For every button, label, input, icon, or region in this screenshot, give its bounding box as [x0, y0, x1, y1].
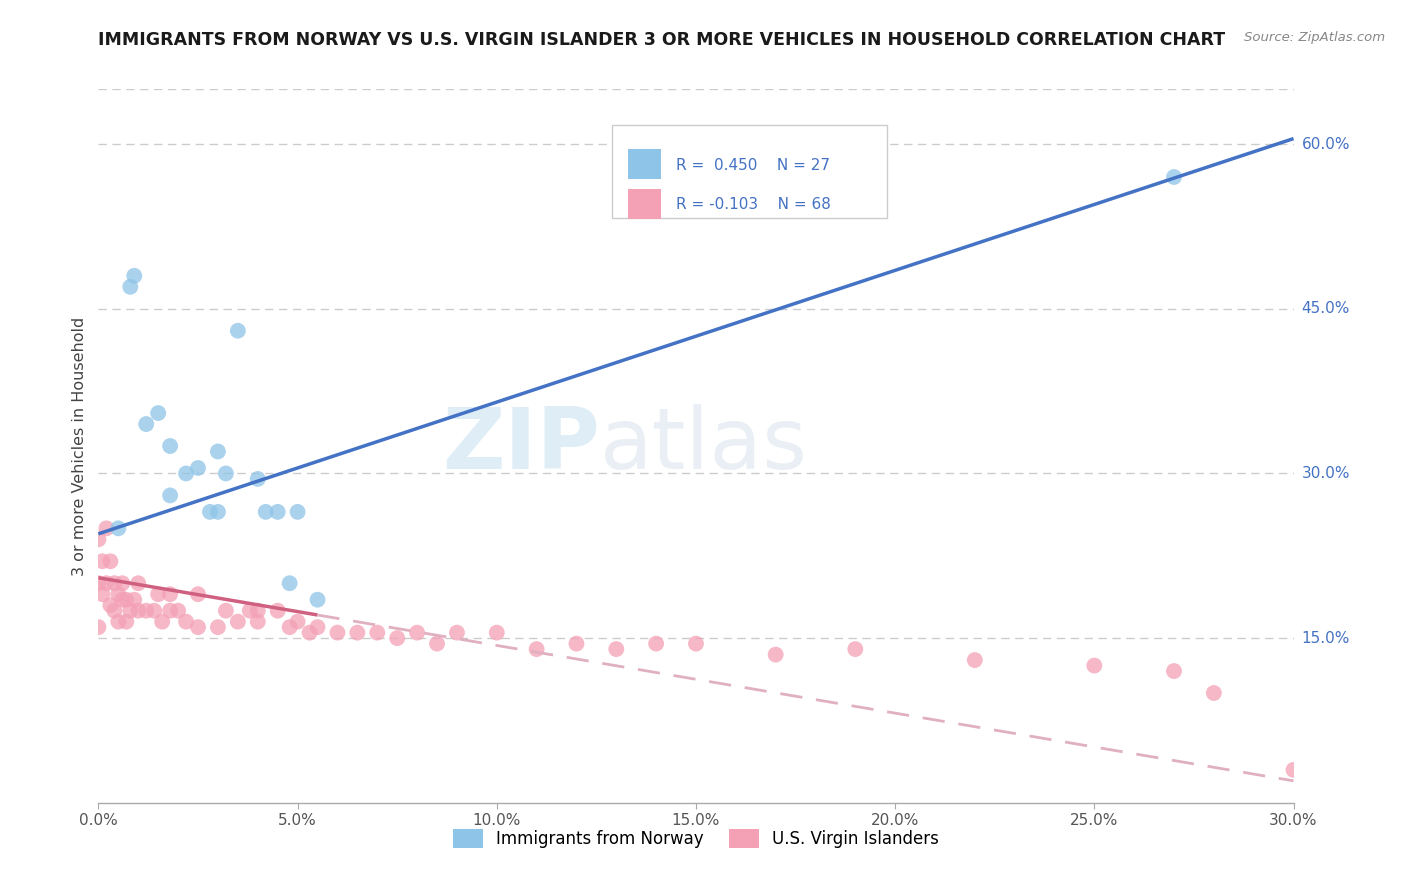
- Point: [159, 587, 181, 601]
- Point: [120, 280, 142, 294]
- Point: [963, 653, 986, 667]
- Point: [98, 554, 122, 568]
- FancyBboxPatch shape: [613, 125, 887, 218]
- Text: ZIP: ZIP: [443, 404, 600, 488]
- Point: [406, 625, 429, 640]
- Point: [124, 268, 146, 283]
- Point: [246, 472, 269, 486]
- Point: [645, 637, 668, 651]
- Bar: [628, 189, 661, 219]
- Point: [366, 625, 388, 640]
- Point: [91, 587, 114, 601]
- Point: [1163, 664, 1185, 678]
- Point: [107, 587, 129, 601]
- Point: [307, 592, 329, 607]
- Point: [278, 576, 301, 591]
- Point: [87, 533, 110, 547]
- Point: [107, 615, 129, 629]
- Point: [159, 604, 181, 618]
- Point: [239, 604, 262, 618]
- Point: [148, 406, 170, 420]
- Point: [115, 592, 138, 607]
- Point: [246, 615, 269, 629]
- Point: [215, 467, 238, 481]
- Bar: [628, 150, 661, 179]
- Point: [135, 604, 157, 618]
- Point: [124, 592, 146, 607]
- Point: [187, 587, 209, 601]
- Point: [159, 439, 181, 453]
- Point: [103, 576, 125, 591]
- Point: [246, 604, 269, 618]
- Point: [111, 592, 134, 607]
- Point: [1163, 169, 1185, 184]
- Point: [87, 576, 110, 591]
- Point: [226, 324, 249, 338]
- Text: atlas: atlas: [600, 404, 808, 488]
- Point: [127, 604, 149, 618]
- Point: [167, 604, 190, 618]
- Point: [120, 604, 142, 618]
- Point: [278, 620, 301, 634]
- Point: [287, 615, 309, 629]
- Point: [91, 554, 114, 568]
- Point: [605, 642, 627, 657]
- Point: [287, 505, 309, 519]
- Point: [174, 467, 197, 481]
- Text: 60.0%: 60.0%: [1302, 136, 1350, 152]
- Point: [215, 604, 238, 618]
- Point: [198, 505, 221, 519]
- Text: 15.0%: 15.0%: [1302, 631, 1350, 646]
- Point: [446, 625, 468, 640]
- Point: [207, 505, 229, 519]
- Point: [1282, 763, 1305, 777]
- Point: [685, 637, 707, 651]
- Point: [1202, 686, 1225, 700]
- Text: 45.0%: 45.0%: [1302, 301, 1350, 317]
- Point: [135, 417, 157, 431]
- Point: [207, 444, 229, 458]
- Point: [426, 637, 449, 651]
- Point: [844, 642, 866, 657]
- Point: [111, 576, 134, 591]
- Point: [226, 615, 249, 629]
- Point: [307, 620, 329, 634]
- Point: [103, 604, 125, 618]
- Point: [298, 625, 321, 640]
- Point: [187, 461, 209, 475]
- Point: [96, 576, 118, 591]
- Point: [107, 521, 129, 535]
- Text: R =  0.450    N = 27: R = 0.450 N = 27: [676, 159, 830, 173]
- Point: [174, 615, 197, 629]
- Point: [485, 625, 508, 640]
- Text: 30.0%: 30.0%: [1302, 466, 1350, 481]
- Point: [96, 521, 118, 535]
- Point: [267, 604, 290, 618]
- Point: [765, 648, 787, 662]
- Point: [187, 620, 209, 634]
- Point: [87, 620, 110, 634]
- Point: [150, 615, 173, 629]
- Point: [326, 625, 349, 640]
- Point: [115, 615, 138, 629]
- Text: R = -0.103    N = 68: R = -0.103 N = 68: [676, 197, 831, 212]
- Point: [1083, 658, 1105, 673]
- Point: [127, 576, 149, 591]
- Point: [565, 637, 588, 651]
- Point: [207, 620, 229, 634]
- Y-axis label: 3 or more Vehicles in Household: 3 or more Vehicles in Household: [72, 317, 87, 575]
- Point: [143, 604, 166, 618]
- Text: Source: ZipAtlas.com: Source: ZipAtlas.com: [1244, 31, 1385, 45]
- Text: IMMIGRANTS FROM NORWAY VS U.S. VIRGIN ISLANDER 3 OR MORE VEHICLES IN HOUSEHOLD C: IMMIGRANTS FROM NORWAY VS U.S. VIRGIN IS…: [98, 31, 1226, 49]
- Point: [526, 642, 548, 657]
- Point: [267, 505, 290, 519]
- Point: [346, 625, 368, 640]
- Point: [159, 488, 181, 502]
- Point: [385, 631, 409, 645]
- Point: [254, 505, 277, 519]
- Point: [148, 587, 170, 601]
- Point: [98, 598, 122, 612]
- Legend: Immigrants from Norway, U.S. Virgin Islanders: Immigrants from Norway, U.S. Virgin Isla…: [446, 822, 946, 855]
